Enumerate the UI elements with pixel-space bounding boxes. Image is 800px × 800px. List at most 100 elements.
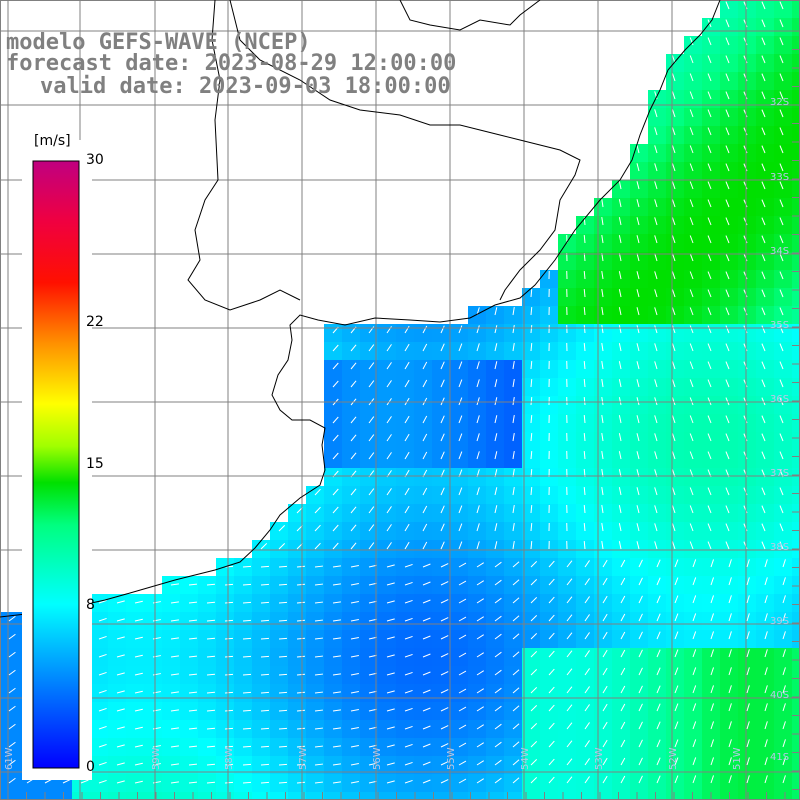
wind-arrow: [170, 781, 179, 784]
wind-arrow: [278, 727, 288, 730]
wind-arrow: [260, 763, 270, 766]
wind-arrow: [761, 73, 766, 82]
wind-cell: [792, 414, 800, 432]
wind-arrow: [761, 307, 766, 316]
wind-arrow: [779, 379, 784, 388]
wind-arrow: [242, 601, 252, 604]
wind-arrow: [440, 433, 445, 442]
wind-arrow: [725, 55, 730, 64]
wind-arrow: [278, 673, 288, 676]
wind-arrow: [671, 451, 676, 460]
wind-arrow: [584, 560, 590, 568]
wind-arrow: [654, 379, 658, 388]
wind-arrow: [725, 379, 730, 388]
wind-arrow: [350, 434, 357, 442]
wind-arrow: [512, 307, 515, 316]
wind-arrow: [636, 361, 640, 370]
wind-arrow: [332, 601, 341, 604]
colorbar-tick-label: 22: [86, 313, 104, 330]
wind-arrow: [674, 775, 679, 784]
wind-arrow: [350, 709, 359, 712]
wind-cell: [792, 0, 800, 18]
wind-arrow: [440, 581, 449, 586]
wind-arrow: [620, 631, 626, 640]
wind-arrow: [654, 145, 658, 154]
wind-arrow: [689, 487, 694, 496]
wind-arrow: [782, 613, 786, 622]
wind-arrow: [583, 342, 586, 352]
wind-arrow: [638, 775, 643, 784]
wind-arrow: [636, 307, 640, 316]
wind-cell: [162, 792, 180, 800]
wind-arrow: [566, 632, 573, 640]
wind-arrow: [689, 325, 694, 334]
wind-arrow: [782, 739, 786, 748]
wind-arrow: [458, 541, 463, 550]
wind-arrow: [654, 343, 658, 352]
wind-arrow: [548, 758, 555, 766]
wind-arrow: [656, 577, 661, 586]
wind-arrow: [8, 741, 16, 748]
wind-arrow: [746, 559, 750, 568]
wind-arrow: [368, 488, 375, 496]
wind-arrow: [710, 631, 715, 640]
wind-arrow: [8, 615, 16, 622]
wind-arrow: [368, 726, 377, 730]
wind-arrow: [386, 600, 395, 604]
wind-arrow: [206, 637, 216, 640]
wind-arrow: [761, 109, 766, 118]
wind-arrow: [134, 690, 143, 694]
wind-arrow: [689, 289, 694, 298]
wind-arrow: [494, 487, 498, 496]
wind-arrow: [242, 745, 252, 748]
wind-arrow: [602, 775, 608, 784]
wind-arrow: [386, 380, 392, 388]
wind-arrow: [654, 325, 658, 334]
wind-arrow: [224, 745, 234, 748]
wind-arrow: [636, 217, 640, 226]
wind-arrow: [654, 415, 658, 424]
wind-arrow: [296, 637, 306, 640]
wind-arrow: [512, 579, 520, 586]
wind-arrow: [710, 757, 715, 766]
wind-arrow: [671, 217, 676, 226]
wind-arrow: [476, 580, 484, 586]
wind-cell: [198, 792, 216, 800]
wind-arrow: [512, 523, 515, 532]
wind-arrow: [601, 235, 604, 244]
wind-arrow: [332, 452, 339, 460]
wind-arrow: [242, 655, 252, 658]
wind-arrow: [583, 378, 586, 388]
wind-arrow: [98, 599, 107, 604]
wind-arrow: [350, 763, 359, 766]
wind-arrow: [494, 633, 502, 640]
wind-arrow: [710, 775, 715, 784]
wind-arrow: [476, 487, 480, 496]
wind-arrow: [761, 451, 766, 460]
wind-arrow: [689, 235, 694, 244]
wind-arrow: [566, 776, 573, 784]
wind-arrow: [671, 199, 676, 208]
wind-arrow: [671, 271, 676, 280]
wind-arrow: [671, 397, 676, 406]
wind-arrow: [530, 522, 533, 532]
wind-arrow: [494, 741, 502, 748]
wind-arrow: [710, 703, 715, 712]
wind-arrow: [671, 307, 676, 316]
wind-arrow: [188, 781, 198, 784]
wind-cell: [792, 180, 800, 198]
wind-arrow: [170, 763, 179, 766]
wind-arrow: [278, 565, 288, 568]
wind-arrow: [332, 565, 341, 568]
wind-arrow: [530, 633, 538, 640]
wind-arrow: [440, 451, 445, 460]
wind-arrow: [601, 343, 604, 352]
wind-arrow: [458, 742, 467, 748]
wind-arrow: [779, 361, 784, 370]
wind-arrow: [707, 55, 712, 64]
wind-arrow: [725, 73, 730, 82]
wind-arrow: [761, 37, 766, 46]
wind-arrow: [636, 253, 640, 262]
wind-arrow: [458, 562, 467, 568]
wind-arrow: [530, 540, 533, 550]
